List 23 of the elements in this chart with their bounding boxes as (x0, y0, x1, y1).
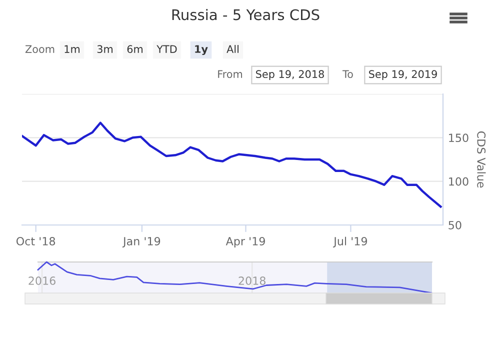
text: Sep 19, 2019 (369, 70, 437, 80)
text: Sep 19, 2018 (256, 70, 324, 80)
text: 3m (97, 45, 113, 54)
text: Zoom (25, 45, 54, 54)
y-tick-label: 150 (449, 134, 468, 142)
text: To (342, 70, 353, 78)
chart-title: Russia - 5 Years CDS (172, 8, 320, 20)
text: 1y (195, 45, 208, 56)
line-series (22, 122, 442, 208)
text: 6m (127, 45, 143, 54)
text: From (218, 70, 242, 78)
text: All (226, 44, 238, 53)
text: 1m (64, 45, 80, 53)
y-tick-label: 100 (449, 177, 468, 186)
y-tick-label: 50 (448, 220, 462, 230)
x-tick-label: Jan '19 (122, 237, 160, 248)
x-tick-label: 2018 (238, 276, 266, 285)
y-axis-title: CDS Value (477, 131, 486, 188)
text: YTD (156, 45, 177, 53)
x-tick-label: 2016 (28, 276, 56, 285)
x-tick-label: Apr '19 (226, 237, 265, 248)
x-tick-label: Oct '18 (16, 237, 56, 246)
x-tick-label: Jul '19 (333, 236, 368, 248)
